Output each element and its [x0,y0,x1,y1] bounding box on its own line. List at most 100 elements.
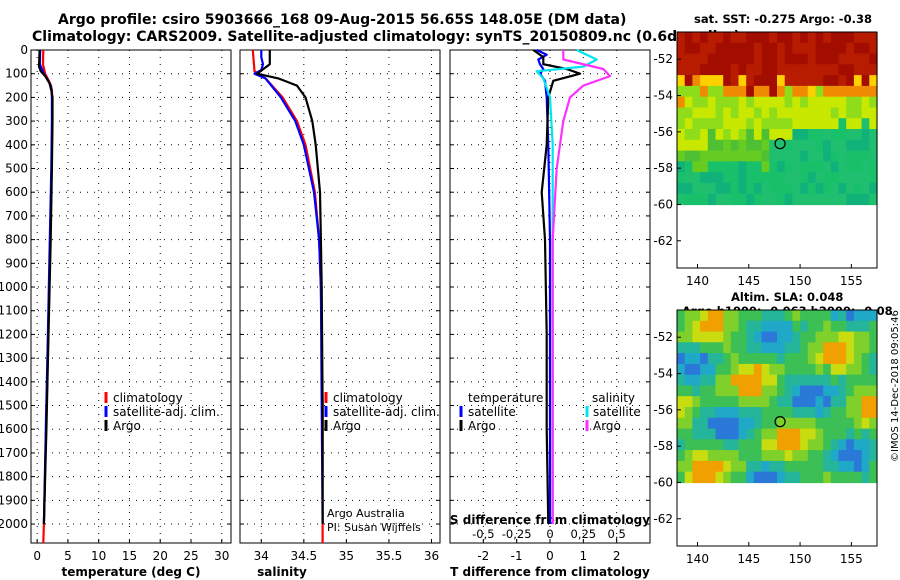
sla-cell [684,353,693,365]
sla-cell [838,310,847,322]
sst-cell [753,53,763,65]
sla-cell [846,471,855,484]
depth-label-13: 1300 [0,351,28,365]
sst-cell [830,193,840,206]
sst-ytick-label-5: -62 [653,234,673,248]
temp-xtick-label-6: 30 [214,549,229,563]
sla-ytick-label-5: -62 [653,512,673,526]
sla-cell [823,428,832,440]
sla-cell [692,450,701,462]
sst-cell [838,75,847,87]
sst-cell [746,64,755,76]
sst-cell [853,75,863,87]
sst-cell [746,150,755,162]
sst-cell [861,53,870,65]
sla-cell [753,460,763,473]
diff-x2tick-label-0: -0,5 [472,527,494,541]
sla-cell [715,407,724,419]
depth-label-10: 1000 [0,280,28,294]
sla-cell [861,363,870,376]
sst-cell [861,172,870,184]
sst-cell [823,182,832,195]
sst-cell [738,161,747,173]
sla-cell [761,396,770,408]
sst-cell [738,75,747,87]
sst-cell [838,150,847,162]
sla-frame [676,309,878,547]
sst-cell [715,193,724,206]
sla-cell [677,407,686,419]
diff-xtick-label-2: 0 [546,549,554,563]
sla-cell [846,428,855,440]
sla-cell [823,471,832,484]
sst-cell [830,182,840,195]
sla-cell [800,460,809,473]
sst-cell [853,32,863,44]
sst-cell [677,172,686,184]
sst-cell [792,96,801,109]
sst-cell [769,32,778,44]
sla-cell [846,331,855,343]
sla-cell [730,363,740,376]
sla-cell [769,320,778,333]
sst-cell [753,139,763,152]
sst-cell [853,150,863,162]
temp-xtick-label-4: 20 [153,549,168,563]
sla-xtick-label-2: 150 [789,552,812,566]
sla-cell [715,417,724,430]
sla-cell [707,417,717,430]
sla-cell [792,353,801,365]
sst-cell [861,182,870,195]
sla-cell [830,471,840,484]
sst-cell [853,118,863,130]
sla-cell [684,417,693,430]
sst-cell [861,129,870,141]
depth-label-11: 1100 [0,304,28,318]
sla-cell [815,374,824,387]
sla-cell [738,471,747,484]
sst-cell [677,150,686,162]
sla-cell [853,396,863,408]
sst-cell [800,182,809,195]
sla-cell [846,310,855,322]
sla-cell [700,385,709,397]
sst-cell [861,118,870,130]
sla-cell [677,471,686,484]
sla-cell [838,342,847,354]
sla-cell [753,417,763,430]
sla-cell [861,396,870,408]
sst-cell [800,85,809,98]
sal-xtick-label-4: 36 [424,549,439,563]
sst-cell [753,182,763,195]
sla-cell [792,417,801,430]
sla-cell [692,363,701,376]
sla-cell [746,320,755,333]
sla-cell [761,450,770,462]
sst-cell [784,193,793,206]
sla-cell [730,374,740,387]
sst-cell [792,161,801,173]
sla-cell [684,428,693,440]
sla-cell [753,374,763,387]
sla-cell [784,396,793,408]
sla-cell [869,331,878,343]
sla-cell [715,320,724,333]
sst-cell [723,193,732,206]
temp-xtick-label-2: 10 [91,549,106,563]
sst-cell [853,182,863,195]
sst-cell [746,75,755,87]
temp-xtick-label-0: 0 [33,549,41,563]
sst-cell [784,118,793,130]
sla-cell [761,428,770,440]
sla-cell [792,460,801,473]
sla-cell [853,417,863,430]
sst-cell [753,64,763,76]
sla-cell [830,331,840,343]
sla-cell [815,428,824,440]
sst-cell [677,118,686,130]
sst-cell [738,96,747,109]
sst-cell [815,107,824,119]
sst-cell [746,96,755,109]
sla-cell [730,471,740,484]
sla-cell [807,439,817,451]
